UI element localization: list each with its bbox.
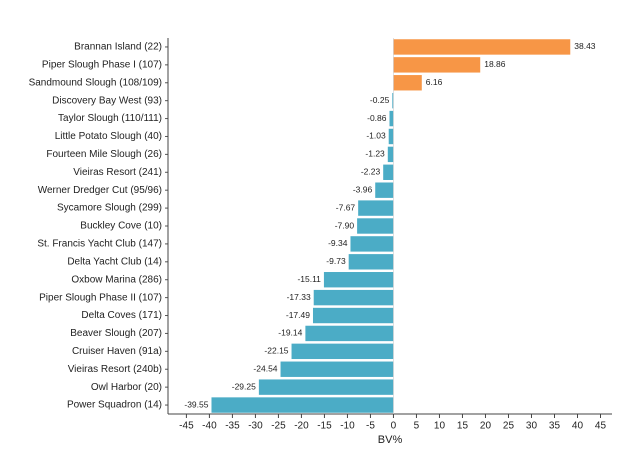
bar <box>383 164 394 180</box>
value-label: 6.16 <box>426 77 443 87</box>
value-label: -22.15 <box>264 346 288 356</box>
bar <box>350 236 394 252</box>
value-label: -1.23 <box>365 149 385 159</box>
bar <box>393 39 571 55</box>
x-tick-label: -35 <box>225 421 240 432</box>
category-label: Piper Slough Phase II (107) <box>39 292 162 303</box>
x-tick-label: 25 <box>503 421 515 432</box>
bar <box>357 218 394 234</box>
bar <box>358 200 394 216</box>
category-label: St. Francis Yacht Club (147) <box>37 239 162 250</box>
value-label: -0.86 <box>367 113 387 123</box>
value-label: -9.73 <box>326 256 346 266</box>
category-label: Discovery Bay West (93) <box>52 95 162 106</box>
x-tick-label: -30 <box>248 421 263 432</box>
value-label: -3.96 <box>353 184 373 194</box>
x-tick-label: 45 <box>595 421 607 432</box>
x-tick-label: -10 <box>340 421 355 432</box>
category-label: Brannan Island (22) <box>74 42 162 53</box>
x-tick-label: 40 <box>572 421 584 432</box>
bar <box>291 343 394 360</box>
bar <box>305 325 394 342</box>
category-label: Vieiras Resort (241) <box>73 167 162 178</box>
value-label: -1.03 <box>366 131 386 141</box>
bar <box>375 182 394 198</box>
bar <box>348 254 394 270</box>
category-label: Little Potato Slough (40) <box>55 131 162 142</box>
bar <box>313 289 394 306</box>
x-tick-label: 30 <box>526 421 538 432</box>
category-label: Oxbow Marina (286) <box>71 274 162 285</box>
bar <box>312 307 394 324</box>
bar <box>393 57 481 73</box>
x-tick-label: -20 <box>294 421 309 432</box>
x-tick-label: -25 <box>271 421 286 432</box>
category-label: Buckley Cove (10) <box>80 221 162 232</box>
value-label: -2.23 <box>361 167 381 177</box>
bar <box>387 146 394 163</box>
value-label: -29.25 <box>232 381 256 391</box>
bar <box>392 92 394 109</box>
bar <box>280 361 394 377</box>
category-label: Piper Slough Phase I (107) <box>42 59 162 70</box>
value-label: 18.86 <box>484 59 506 69</box>
value-label: -17.49 <box>286 310 310 320</box>
x-tick-label: -15 <box>317 421 332 432</box>
x-tick-label: 10 <box>434 421 446 432</box>
x-tick-label: 5 <box>414 421 420 432</box>
x-tick-label: -5 <box>366 421 375 432</box>
category-label: Power Squadron (14) <box>67 400 162 411</box>
category-label: Fourteen Mile Slough (26) <box>46 149 162 160</box>
bar <box>323 272 394 288</box>
value-label: -15.11 <box>297 274 321 284</box>
category-label: Sandmound Slough (108/109) <box>29 77 162 88</box>
bar <box>393 75 422 91</box>
category-label: Werner Dredger Cut (95/96) <box>38 185 162 196</box>
value-label: -39.55 <box>184 399 208 409</box>
category-label: Delta Coves (171) <box>81 310 162 321</box>
value-label: -7.90 <box>335 220 355 230</box>
value-label: -7.67 <box>336 202 356 212</box>
x-tick-label: -40 <box>202 421 217 432</box>
x-tick-label: 0 <box>391 421 397 432</box>
value-label: -0.25 <box>370 95 390 105</box>
category-label: Owl Harbor (20) <box>91 382 162 393</box>
bar <box>388 128 394 145</box>
x-tick-label: 15 <box>457 421 469 432</box>
bar <box>389 110 394 127</box>
bar <box>258 379 394 395</box>
x-tick-label: 20 <box>480 421 492 432</box>
bar <box>211 397 394 413</box>
category-label: Cruiser Haven (91a) <box>72 346 162 357</box>
category-label: Taylor Slough (110/111) <box>58 113 162 124</box>
value-label: -17.33 <box>287 292 311 302</box>
value-label: -19.14 <box>278 328 302 338</box>
x-tick-label: 35 <box>549 421 561 432</box>
category-label: Sycamore Slough (299) <box>57 203 162 214</box>
category-label: Vieiras Resort (240b) <box>68 364 162 375</box>
x-axis-label: BV% <box>378 434 403 446</box>
value-label: -9.34 <box>328 238 348 248</box>
value-label: 38.43 <box>574 41 596 51</box>
x-tick-label: -45 <box>179 421 194 432</box>
value-label: -24.54 <box>253 363 277 373</box>
category-label: Beaver Slough (207) <box>70 328 162 339</box>
category-label: Delta Yacht Club (14) <box>67 256 162 267</box>
